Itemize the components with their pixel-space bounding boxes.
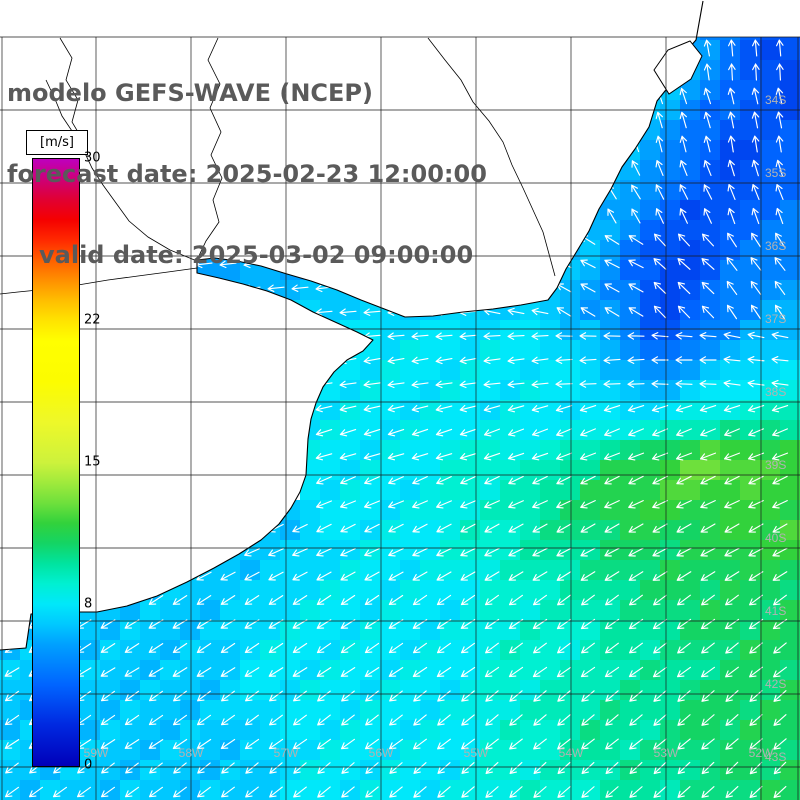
lon-label: 56W — [369, 746, 394, 760]
lat-label: 35S — [765, 166, 786, 180]
lon-label: 58W — [179, 746, 204, 760]
longitude-labels: 59W 58W 57W 56W 55W 54W 53W 52W — [84, 746, 774, 760]
title-forecast-date-line: forecast date: 2025-02-23 12:00:00 — [7, 160, 487, 188]
lat-label: 40S — [765, 531, 786, 545]
lat-label: 38S — [765, 385, 786, 399]
lat-label: 43S — [765, 750, 786, 764]
rivers — [0, 37, 556, 295]
colorbar-tick-label: 0 — [84, 757, 93, 773]
coastline — [0, 0, 704, 651]
colorbar-gradient — [32, 158, 80, 767]
latitude-labels: 34S 35S 36S 37S 38S 39S 40S 41S 42S 43S — [765, 93, 786, 764]
colorbar-tick-label: 22 — [84, 312, 101, 328]
river-line — [59, 37, 85, 143]
lat-label: 41S — [765, 604, 786, 618]
map-grid-lines — [0, 36, 800, 800]
colorbar-unit-label: [m/s] — [26, 130, 88, 155]
river-line — [427, 37, 556, 277]
river-line — [196, 37, 223, 261]
colorbar-tick-label: 15 — [84, 454, 101, 470]
title-valid-date-line: valid date: 2025-03-02 09:00:00 — [39, 241, 474, 269]
lon-label: 54W — [559, 746, 584, 760]
map-title: modelo GEFS-WAVE (NCEP) forecast date: 2… — [7, 26, 487, 323]
title-model-line: modelo GEFS-WAVE (NCEP) — [7, 79, 373, 107]
lon-label: 59W — [84, 746, 109, 760]
colorbar-tick-label: 30 — [84, 150, 101, 166]
land-area — [0, 0, 703, 650]
lon-label: 55W — [464, 746, 489, 760]
lat-label: 36S — [765, 239, 786, 253]
lat-label: 34S — [765, 93, 786, 107]
river-line — [0, 267, 198, 295]
lat-label: 37S — [765, 312, 786, 326]
colorbar-tick-label: 8 — [84, 596, 93, 612]
lon-label: 53W — [654, 746, 679, 760]
lat-label: 39S — [765, 458, 786, 472]
lon-label: 52W — [749, 746, 774, 760]
river-line — [45, 79, 198, 262]
lon-label: 57W — [274, 746, 299, 760]
lat-label: 42S — [765, 677, 786, 691]
